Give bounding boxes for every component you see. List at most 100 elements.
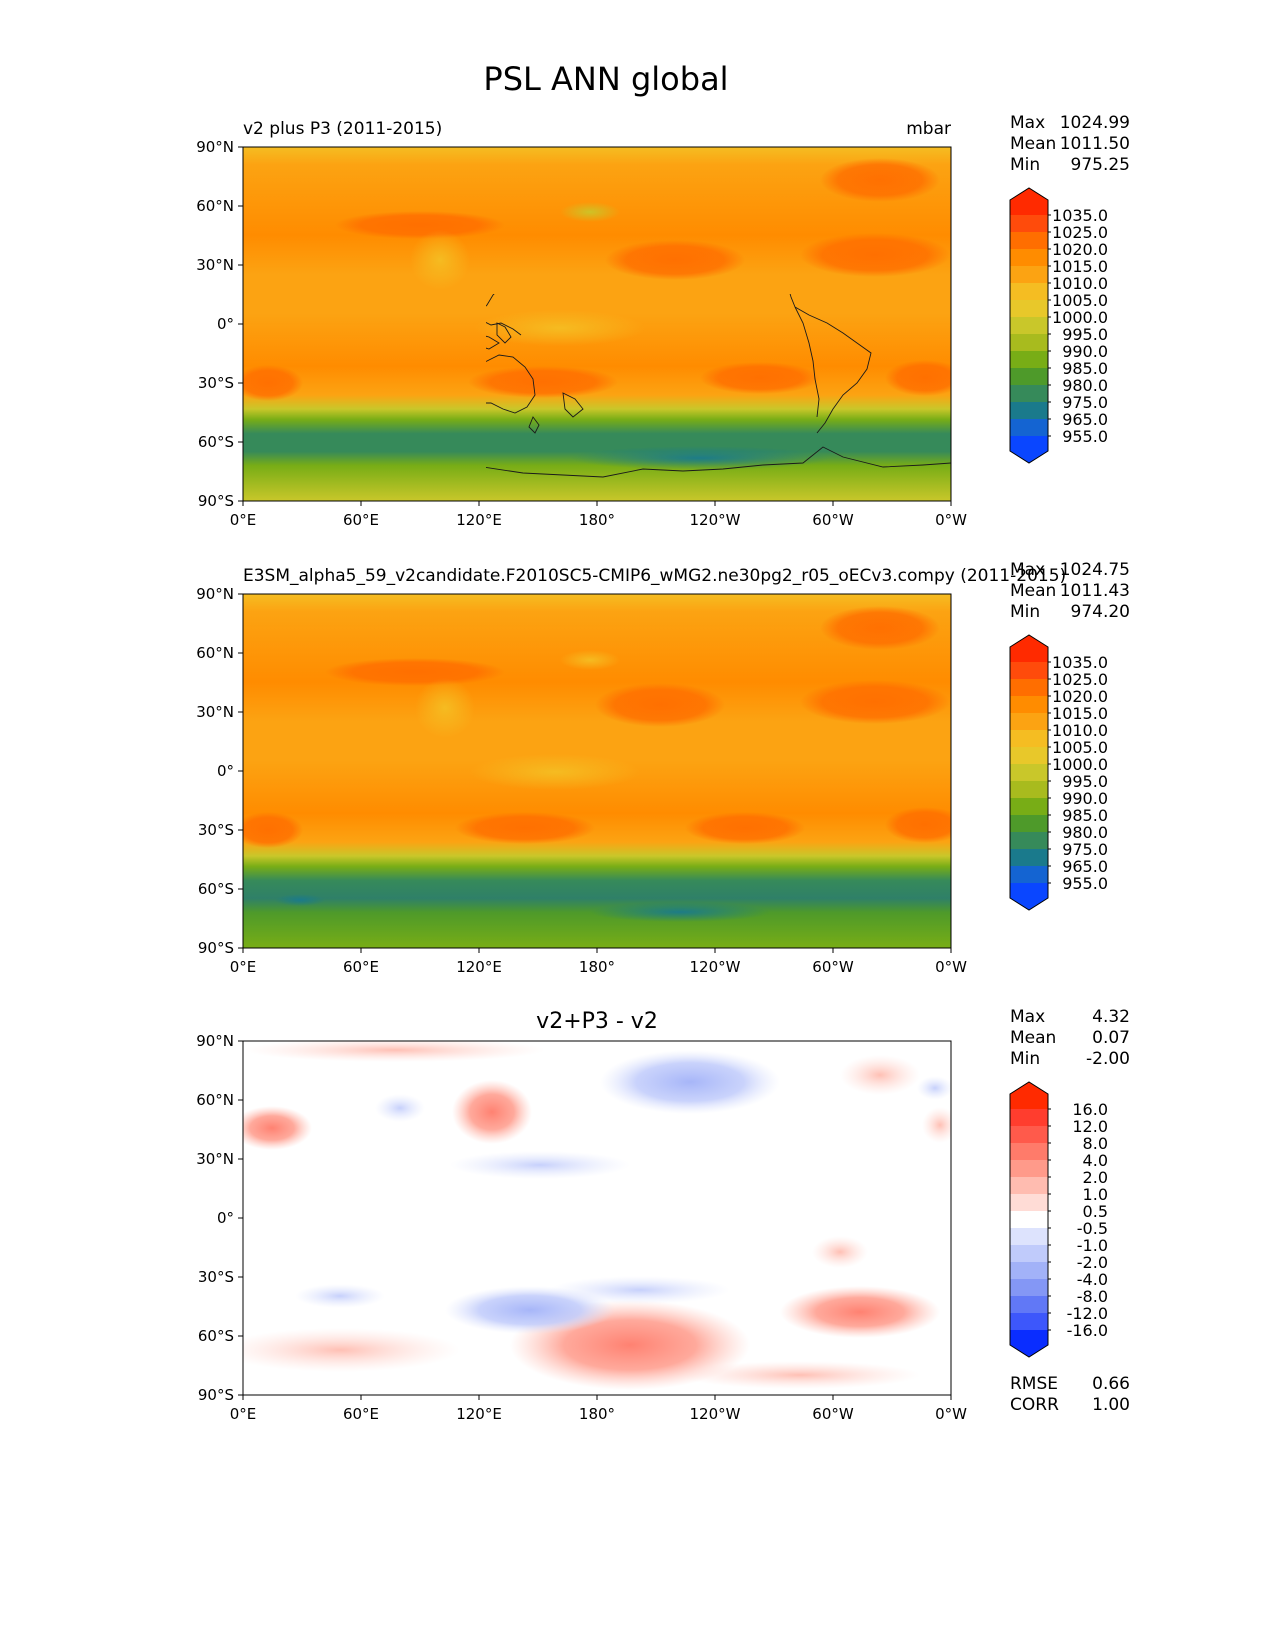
colorbar-swatch (1010, 232, 1048, 250)
colorbar-swatch (1010, 351, 1048, 369)
colorbar-swatch (1010, 798, 1048, 816)
y-tick-label: 90°N (196, 138, 234, 156)
colorbar-label: 995.0 (1062, 772, 1108, 791)
x-tick-label: 120°E (456, 958, 502, 976)
y-tick-label: 30°N (196, 256, 234, 274)
x-tick-label: 0°W (935, 1405, 967, 1423)
y-tick-label: 30°N (196, 703, 234, 721)
contour-low (475, 310, 645, 346)
colorbar-label: 975.0 (1062, 393, 1108, 412)
min-value: -2.00 (1086, 1049, 1130, 1069)
x-tick-label: 60°W (812, 1405, 854, 1423)
colorbar: 1035.01025.01020.01015.01010.01005.01000… (1009, 187, 1108, 464)
stats-block: Max 1024.99 Mean 1011.50 Min 975.25 (1010, 113, 1130, 175)
colorbar-swatch (1010, 266, 1048, 284)
x-tick-label: 180° (579, 958, 615, 976)
colorbar-label: 980.0 (1062, 823, 1108, 842)
contour-high (820, 606, 940, 650)
colorbar-outline (1009, 187, 1049, 464)
contour-positive (922, 1107, 951, 1143)
contour-high (800, 680, 950, 724)
colorbar-label: 16.0 (1072, 1100, 1108, 1119)
x-tick-label: 120°W (690, 511, 741, 529)
contour-high (455, 812, 595, 844)
colorbar: 16.012.08.04.02.01.00.5-0.5-1.0-2.0-4.0-… (1009, 1081, 1108, 1358)
contour-high (243, 365, 303, 401)
colorbar-label: 1020.0 (1052, 240, 1108, 259)
colorbar-swatch (1010, 849, 1048, 867)
colorbar-label: 1010.0 (1052, 721, 1108, 740)
colorbar-swatch (1010, 1160, 1048, 1178)
contour-positive (243, 1106, 312, 1150)
colorbar-label: 12.0 (1072, 1117, 1108, 1136)
colorbar-swatch (1010, 317, 1048, 335)
colorbar-swatch (1010, 1296, 1048, 1314)
colorbar-label: 980.0 (1062, 376, 1108, 395)
colorbar-swatch (1010, 334, 1048, 352)
contour-negative (450, 1151, 630, 1179)
x-tick-label: 0°E (230, 1405, 257, 1423)
colorbar-swatch (1010, 730, 1048, 748)
y-tick-label: 0° (217, 762, 234, 780)
map-field (243, 594, 951, 948)
colorbar-swatch (1010, 832, 1048, 850)
colorbar-label: 2.0 (1083, 1168, 1108, 1187)
colorbar-extend-top (1010, 188, 1048, 215)
colorbar-label: 965.0 (1062, 410, 1108, 429)
rmse-value: 0.66 (1092, 1374, 1130, 1394)
x-tick-label: 60°E (343, 1405, 379, 1423)
y-tick-label: 60°S (198, 880, 234, 898)
x-tick-label: 60°E (343, 511, 379, 529)
colorbar-label: 1015.0 (1052, 257, 1108, 276)
colorbar-swatch (1010, 402, 1048, 420)
colorbar-label: 4.0 (1083, 1151, 1108, 1170)
colorbar-label: 1025.0 (1052, 223, 1108, 242)
x-tick-label: 60°W (812, 511, 854, 529)
contour-negative (375, 1094, 425, 1122)
colorbar-swatch (1010, 283, 1048, 301)
y-axis: 90°N 60°N 30°N 0° 30°S 60°S 90°S (196, 1032, 243, 1404)
colorbar-label: 975.0 (1062, 840, 1108, 859)
colorbar: 1035.01025.01020.01015.01010.01005.01000… (1009, 634, 1108, 911)
colorbar-swatch (1010, 747, 1048, 765)
colorbar-label: 1000.0 (1052, 755, 1108, 774)
colorbar-outline (1009, 1081, 1049, 1358)
contour-low (570, 446, 830, 470)
panel-reference: E3SM_alpha5_59_v2candidate.F2010SC5-CMIP… (196, 560, 1130, 976)
colorbar-extend-top (1010, 1082, 1048, 1109)
colorbar-label: -4.0 (1077, 1270, 1108, 1289)
y-tick-label: 90°S (198, 1386, 234, 1404)
colorbar-swatch (1010, 781, 1048, 799)
contour-high (605, 240, 745, 280)
x-tick-label: 120°W (690, 1405, 741, 1423)
x-tick-label: 120°E (456, 1405, 502, 1423)
mean-value: 0.07 (1092, 1028, 1130, 1048)
colorbar-swatch (1010, 1245, 1048, 1263)
mean-label: Mean (1010, 581, 1056, 601)
colorbar-label: 955.0 (1062, 874, 1108, 893)
colorbar-label: -1.0 (1077, 1236, 1108, 1255)
panel-test: v2 plus P3 (2011-2015) mbar 0°E 60°E 120°E… (196, 113, 1130, 529)
colorbar-swatch (1010, 1313, 1048, 1331)
contour-negative (550, 1276, 730, 1304)
colorbar-swatch (1010, 1109, 1048, 1127)
colorbar-swatch (1010, 815, 1048, 833)
colorbar-label: 1005.0 (1052, 291, 1108, 310)
colorbar-label: -0.5 (1077, 1219, 1108, 1238)
colorbar-label: -8.0 (1077, 1287, 1108, 1306)
x-axis: 0°E 60°E 120°E 180° 120°W 60°W 0°W (230, 1395, 967, 1423)
colorbar-swatch (1010, 249, 1048, 267)
colorbar-swatch (1010, 713, 1048, 731)
y-tick-label: 90°S (198, 492, 234, 510)
x-axis: 0°E 60°E 120°E 180° 120°W 60°W 0°W (230, 948, 967, 976)
colorbar-label: 965.0 (1062, 857, 1108, 876)
y-tick-label: 90°N (196, 585, 234, 603)
colorbar-swatch (1010, 1228, 1048, 1246)
colorbar-label: 1025.0 (1052, 670, 1108, 689)
map-field (243, 1041, 951, 1395)
colorbar-swatch (1010, 662, 1048, 680)
x-tick-label: 0°W (935, 958, 967, 976)
y-tick-label: 90°N (196, 1032, 234, 1050)
stats-block: Max 1024.75 Mean 1011.43 Min 974.20 (1010, 560, 1130, 622)
